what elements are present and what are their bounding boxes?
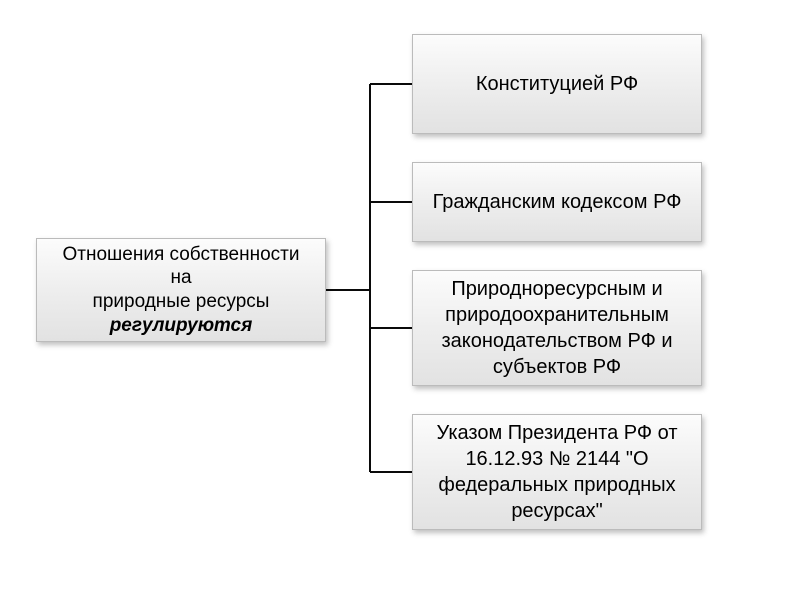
child-node-3: Природноресурсным и природоохранительным…	[412, 270, 702, 386]
child-node-1: Конституцией РФ	[412, 34, 702, 134]
root-line-1: Отношения собственности на	[51, 243, 311, 291]
child-node-2: Гражданским кодексом РФ	[412, 162, 702, 242]
root-node-text: Отношения собственности на природные рес…	[51, 243, 311, 338]
root-line-2: природные ресурсы	[51, 290, 311, 314]
child-node-3-text: Природноресурсным и природоохранительным…	[427, 276, 687, 380]
child-node-2-text: Гражданским кодексом РФ	[433, 189, 682, 215]
child-node-4-text: Указом Президента РФ от 16.12.93 № 2144 …	[427, 420, 687, 524]
root-line-3: регулируются	[51, 314, 311, 338]
child-node-1-text: Конституцией РФ	[476, 71, 638, 97]
root-node: Отношения собственности на природные рес…	[36, 238, 326, 342]
child-node-4: Указом Президента РФ от 16.12.93 № 2144 …	[412, 414, 702, 530]
